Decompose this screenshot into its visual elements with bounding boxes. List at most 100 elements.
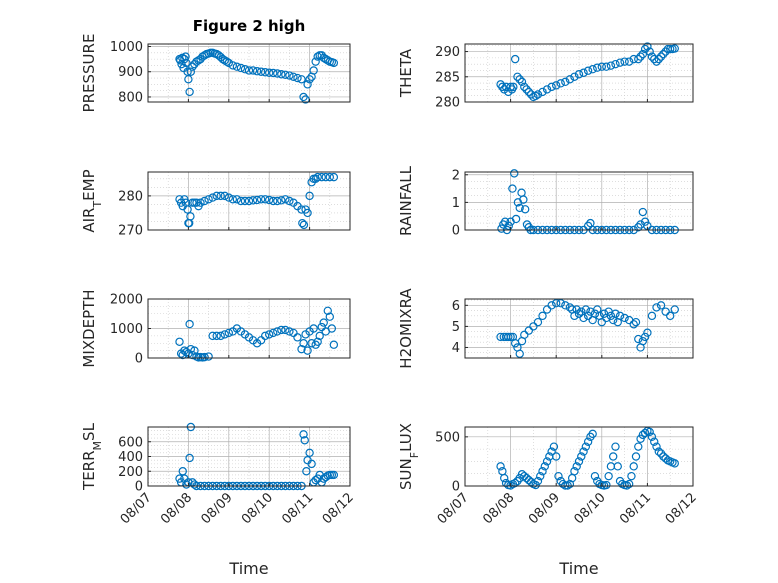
data-point <box>504 332 513 342</box>
data-point <box>643 42 652 51</box>
data-point <box>186 212 195 221</box>
data-point <box>572 305 581 314</box>
data-point <box>506 332 515 342</box>
y-tick-label: 5 <box>452 320 460 335</box>
data-point <box>307 459 316 469</box>
data-point <box>182 58 191 68</box>
data-point <box>547 447 556 456</box>
data-point <box>640 332 650 342</box>
data-point <box>620 313 629 323</box>
data-point <box>583 437 593 446</box>
data-point <box>298 218 307 228</box>
subplot-air-temp: 270 280 AIRTEMP <box>80 169 351 239</box>
data-point <box>509 82 518 92</box>
y-tick-label: 800 <box>118 90 143 105</box>
data-point <box>524 87 534 97</box>
data-point <box>222 57 231 66</box>
data-point <box>615 311 625 321</box>
y-tick-label: 500 <box>435 430 460 445</box>
data-point <box>515 349 524 358</box>
data-point <box>302 467 311 476</box>
data-point <box>606 61 616 70</box>
data-point <box>654 447 664 456</box>
data-point <box>329 172 339 182</box>
x-axis-label: Time <box>558 559 598 578</box>
data-point <box>277 325 286 335</box>
data-point <box>602 62 611 71</box>
data-point <box>273 196 282 206</box>
data-point <box>305 191 314 201</box>
data-point <box>300 436 309 445</box>
data-point <box>188 62 197 71</box>
data-point <box>240 196 250 206</box>
data-point <box>652 442 661 451</box>
subplot-h2omixra: 4 5 6 H2OMIXRA <box>397 288 694 369</box>
y-axis-label: TERRMSL <box>80 422 104 491</box>
data-point <box>609 452 618 461</box>
data-point <box>597 317 607 327</box>
data-point <box>185 319 194 329</box>
data-point <box>652 57 661 66</box>
y-tick-label: 2 <box>452 168 460 183</box>
data-point <box>583 66 593 75</box>
y-tick-label: 200 <box>118 465 143 480</box>
data-point <box>519 195 528 204</box>
data-point <box>313 172 322 182</box>
data-point <box>670 459 679 468</box>
data-point <box>661 307 670 316</box>
data-point <box>627 471 636 481</box>
data-point <box>269 68 278 78</box>
plot-area <box>464 43 694 103</box>
x-tick-label: 08/11 <box>279 490 316 527</box>
data-point <box>645 427 654 437</box>
data-point <box>273 327 282 336</box>
y-tick-label: 1 <box>452 196 460 211</box>
subplot-theta: 280 285 290 THETA <box>397 42 694 111</box>
data-point <box>329 470 339 480</box>
x-tick-label: 08/12 <box>663 490 700 527</box>
data-point <box>186 344 196 354</box>
data-point <box>629 462 638 471</box>
data-point <box>273 69 282 78</box>
data-point <box>561 77 570 87</box>
data-point <box>504 221 513 231</box>
data-point <box>636 52 645 61</box>
data-point <box>305 448 314 458</box>
data-point <box>313 52 322 61</box>
axes-box <box>464 43 694 103</box>
data-point <box>540 462 550 471</box>
data-point <box>244 196 254 206</box>
data-point <box>574 309 584 318</box>
y-tick-label: 2000 <box>110 293 143 308</box>
data-point <box>329 58 339 68</box>
y-tick-label: 1000 <box>110 40 143 55</box>
data-point <box>325 312 334 321</box>
data-point <box>216 331 225 341</box>
y-tick-label: 290 <box>435 45 460 60</box>
data-point <box>236 196 246 206</box>
data-point <box>536 471 545 481</box>
data-point <box>517 77 527 87</box>
data-point <box>542 305 552 314</box>
data-point <box>289 72 298 81</box>
data-point <box>581 442 591 451</box>
data-point <box>556 79 565 88</box>
data-point <box>634 223 643 232</box>
data-point <box>670 44 679 53</box>
data-point <box>511 214 521 224</box>
data-point <box>556 299 565 308</box>
data-point <box>315 331 324 341</box>
data-point <box>196 198 205 207</box>
data-point <box>588 429 597 439</box>
data-point <box>570 72 579 81</box>
data-point <box>565 75 575 84</box>
data-point <box>624 479 634 489</box>
y-tick-label: 6 <box>452 299 460 314</box>
data-point <box>181 52 190 61</box>
data-point <box>533 317 543 327</box>
data-point <box>547 301 556 310</box>
y-axis-label: H2OMIXRA <box>397 288 415 369</box>
y-axis-label: SUNFLUX <box>397 423 421 490</box>
data-point <box>497 224 506 233</box>
data-point <box>204 195 213 204</box>
